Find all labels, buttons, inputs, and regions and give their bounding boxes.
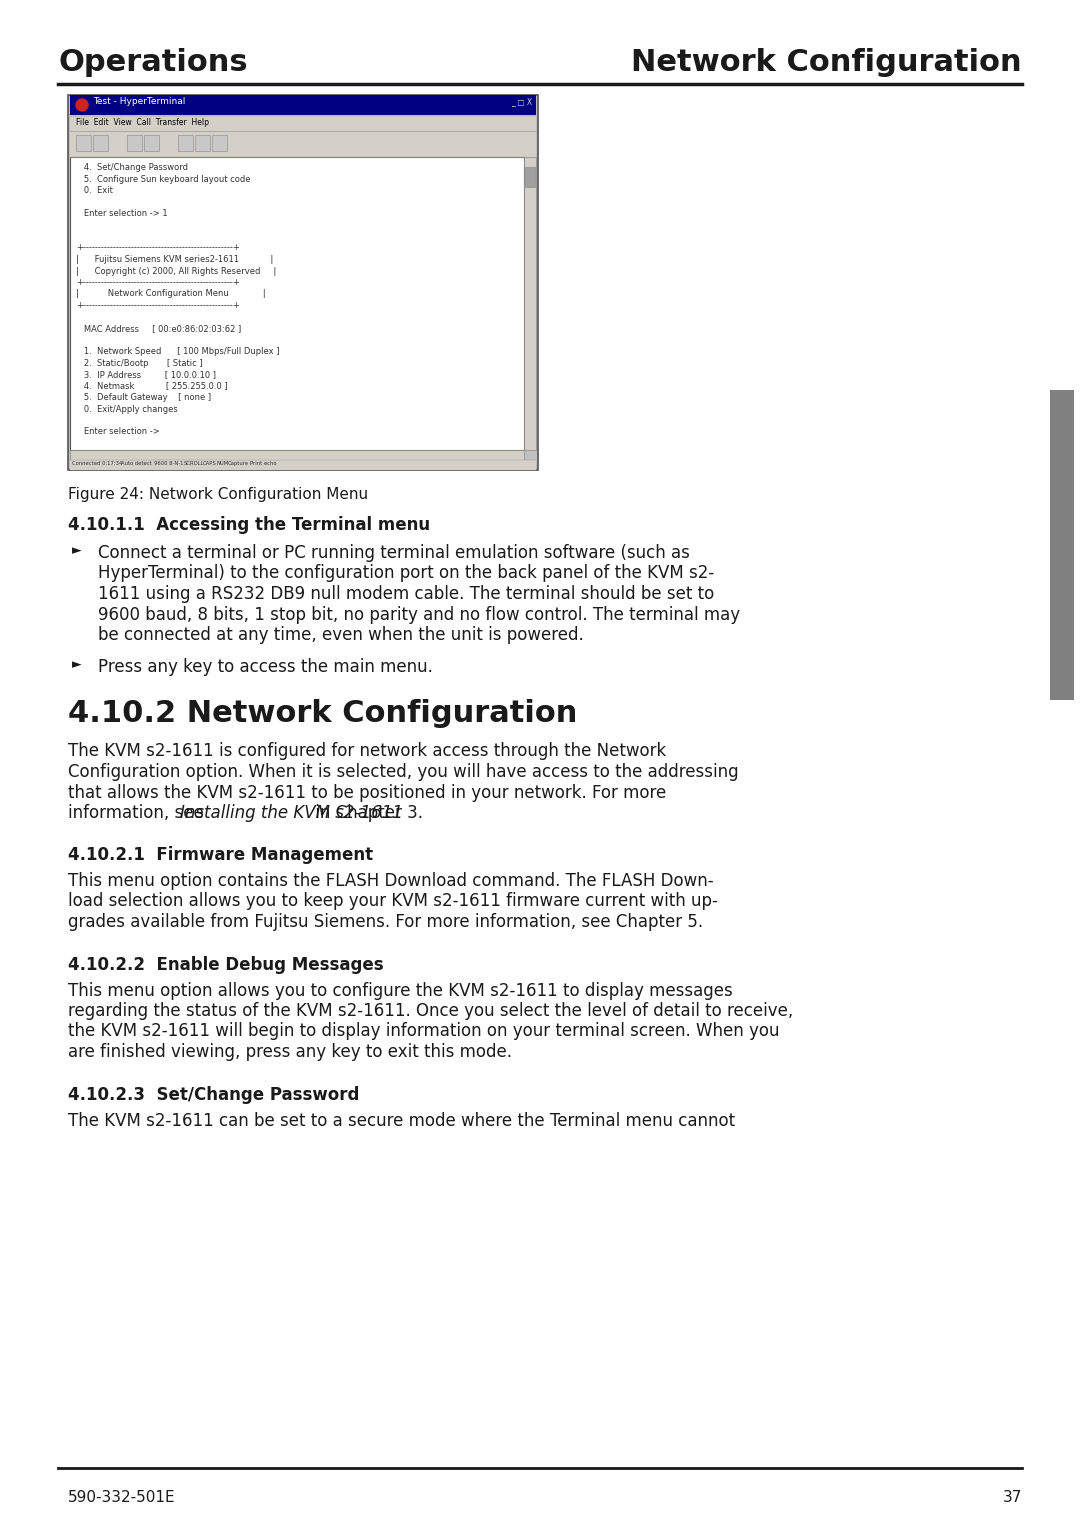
Text: 2.  Static/Bootp       [ Static ]: 2. Static/Bootp [ Static ] <box>76 358 203 368</box>
Text: Figure 24: Network Configuration Menu: Figure 24: Network Configuration Menu <box>68 487 368 502</box>
Bar <box>70 450 524 460</box>
Text: CAPS: CAPS <box>203 461 217 466</box>
Bar <box>195 135 210 152</box>
Bar <box>70 156 524 450</box>
Text: 4.  Set/Change Password: 4. Set/Change Password <box>76 162 188 172</box>
Text: Print echo: Print echo <box>249 461 276 466</box>
Bar <box>525 167 535 187</box>
Text: ►: ► <box>72 544 82 558</box>
Text: 1.  Network Speed      [ 100 Mbps/Full Duplex ]: 1. Network Speed [ 100 Mbps/Full Duplex … <box>76 348 280 355</box>
Text: SCROLL: SCROLL <box>184 461 204 466</box>
Text: Connected 0:17:34: Connected 0:17:34 <box>72 461 122 466</box>
Text: |           Network Configuration Menu             |: | Network Configuration Menu | <box>76 290 266 299</box>
Text: This menu option contains the FLASH Download command. The FLASH Down-: This menu option contains the FLASH Down… <box>68 872 714 890</box>
Text: Configuration option. When it is selected, you will have access to the addressin: Configuration option. When it is selecte… <box>68 763 739 781</box>
Text: ►: ► <box>72 659 82 671</box>
Text: The KVM s2-1611 is configured for network access through the Network: The KVM s2-1611 is configured for networ… <box>68 743 666 760</box>
Text: Enter selection -> 1: Enter selection -> 1 <box>76 208 167 218</box>
Text: the KVM s2-1611 will begin to display information on your terminal screen. When : the KVM s2-1611 will begin to display in… <box>68 1022 780 1040</box>
Text: Capture: Capture <box>228 461 248 466</box>
Text: load selection allows you to keep your KVM s2-1611 firmware current with up-: load selection allows you to keep your K… <box>68 893 718 910</box>
Text: Enter selection ->: Enter selection -> <box>76 427 160 437</box>
Text: |      Fujitsu Siemens KVM series2-1611            |: | Fujitsu Siemens KVM series2-1611 | <box>76 254 273 264</box>
Text: +--------------------------------------------------+: +---------------------------------------… <box>76 277 240 286</box>
Text: 3.  IP Address         [ 10.0.0.10 ]: 3. IP Address [ 10.0.0.10 ] <box>76 371 216 378</box>
Bar <box>68 95 538 470</box>
Bar <box>524 156 536 450</box>
Text: 4.10.2.2  Enable Debug Messages: 4.10.2.2 Enable Debug Messages <box>68 956 383 973</box>
Bar <box>70 95 536 115</box>
Bar <box>93 135 108 152</box>
Text: MAC Address     [ 00:e0:86:02:03:62 ]: MAC Address [ 00:e0:86:02:03:62 ] <box>76 323 241 332</box>
Text: 9600 baud, 8 bits, 1 stop bit, no parity and no flow control. The terminal may: 9600 baud, 8 bits, 1 stop bit, no parity… <box>98 605 740 624</box>
Text: 37: 37 <box>1002 1491 1022 1504</box>
Text: File  Edit  View  Call  Transfer  Help: File Edit View Call Transfer Help <box>76 118 210 127</box>
Bar <box>1050 391 1074 700</box>
Text: +--------------------------------------------------+: +---------------------------------------… <box>76 300 240 309</box>
Bar <box>144 135 159 152</box>
Text: _ □ X: _ □ X <box>511 97 532 106</box>
Text: +--------------------------------------------------+: +---------------------------------------… <box>76 244 240 253</box>
Text: 4.  Netmask            [ 255.255.0.0 ]: 4. Netmask [ 255.255.0.0 ] <box>76 381 228 391</box>
Text: The KVM s2-1611 can be set to a secure mode where the Terminal menu cannot: The KVM s2-1611 can be set to a secure m… <box>68 1112 735 1129</box>
Text: 4.10.2.3  Set/Change Password: 4.10.2.3 Set/Change Password <box>68 1086 360 1103</box>
Text: that allows the KVM s2-1611 to be positioned in your network. For more: that allows the KVM s2-1611 to be positi… <box>68 783 666 801</box>
Text: 4.10.1.1  Accessing the Terminal menu: 4.10.1.1 Accessing the Terminal menu <box>68 516 430 535</box>
Text: 4.10.2.1  Firmware Management: 4.10.2.1 Firmware Management <box>68 846 373 864</box>
Text: are finished viewing, press any key to exit this mode.: are finished viewing, press any key to e… <box>68 1043 512 1062</box>
Circle shape <box>76 100 87 110</box>
Text: 5.  Default Gateway    [ none ]: 5. Default Gateway [ none ] <box>76 394 211 401</box>
Text: Network Configuration: Network Configuration <box>632 47 1022 77</box>
Text: |      Copyright (c) 2000, All Rights Reserved     |: | Copyright (c) 2000, All Rights Reserve… <box>76 267 276 276</box>
Text: in Chapter 3.: in Chapter 3. <box>310 804 423 823</box>
Text: information, see: information, see <box>68 804 210 823</box>
Text: 9600 8-N-1: 9600 8-N-1 <box>153 461 184 466</box>
Bar <box>70 132 536 156</box>
Text: 5.  Configure Sun keyboard layout code: 5. Configure Sun keyboard layout code <box>76 175 251 184</box>
Bar <box>70 460 536 470</box>
Text: regarding the status of the KVM s2-1611. Once you select the level of detail to : regarding the status of the KVM s2-1611.… <box>68 1002 793 1020</box>
Bar <box>70 116 536 132</box>
Text: Auto detect: Auto detect <box>121 461 152 466</box>
Text: Connect a terminal or PC running terminal emulation software (such as: Connect a terminal or PC running termina… <box>98 544 690 562</box>
Text: NUM: NUM <box>217 461 229 466</box>
Bar <box>76 135 91 152</box>
Text: This menu option allows you to configure the KVM s2-1611 to display messages: This menu option allows you to configure… <box>68 982 732 999</box>
Text: Press any key to access the main menu.: Press any key to access the main menu. <box>98 659 433 677</box>
Text: 4.10.2 Network Configuration: 4.10.2 Network Configuration <box>68 699 578 728</box>
Text: 0.  Exit: 0. Exit <box>76 185 113 195</box>
Text: be connected at any time, even when the unit is powered.: be connected at any time, even when the … <box>98 627 584 643</box>
Bar <box>178 135 193 152</box>
Text: 1611 using a RS232 DB9 null modem cable. The terminal should be set to: 1611 using a RS232 DB9 null modem cable.… <box>98 585 714 604</box>
Bar <box>212 135 227 152</box>
Text: 590-332-501E: 590-332-501E <box>68 1491 176 1504</box>
Text: Test - HyperTerminal: Test - HyperTerminal <box>93 97 186 106</box>
Text: HyperTerminal) to the configuration port on the back panel of the KVM s2-: HyperTerminal) to the configuration port… <box>98 564 714 582</box>
Bar <box>127 135 141 152</box>
Text: Installing the KVM s2-1611: Installing the KVM s2-1611 <box>180 804 403 823</box>
Text: grades available from Fujitsu Siemens. For more information, see Chapter 5.: grades available from Fujitsu Siemens. F… <box>68 913 703 931</box>
Text: Operations: Operations <box>58 47 247 77</box>
Text: 0.  Exit/Apply changes: 0. Exit/Apply changes <box>76 404 178 414</box>
